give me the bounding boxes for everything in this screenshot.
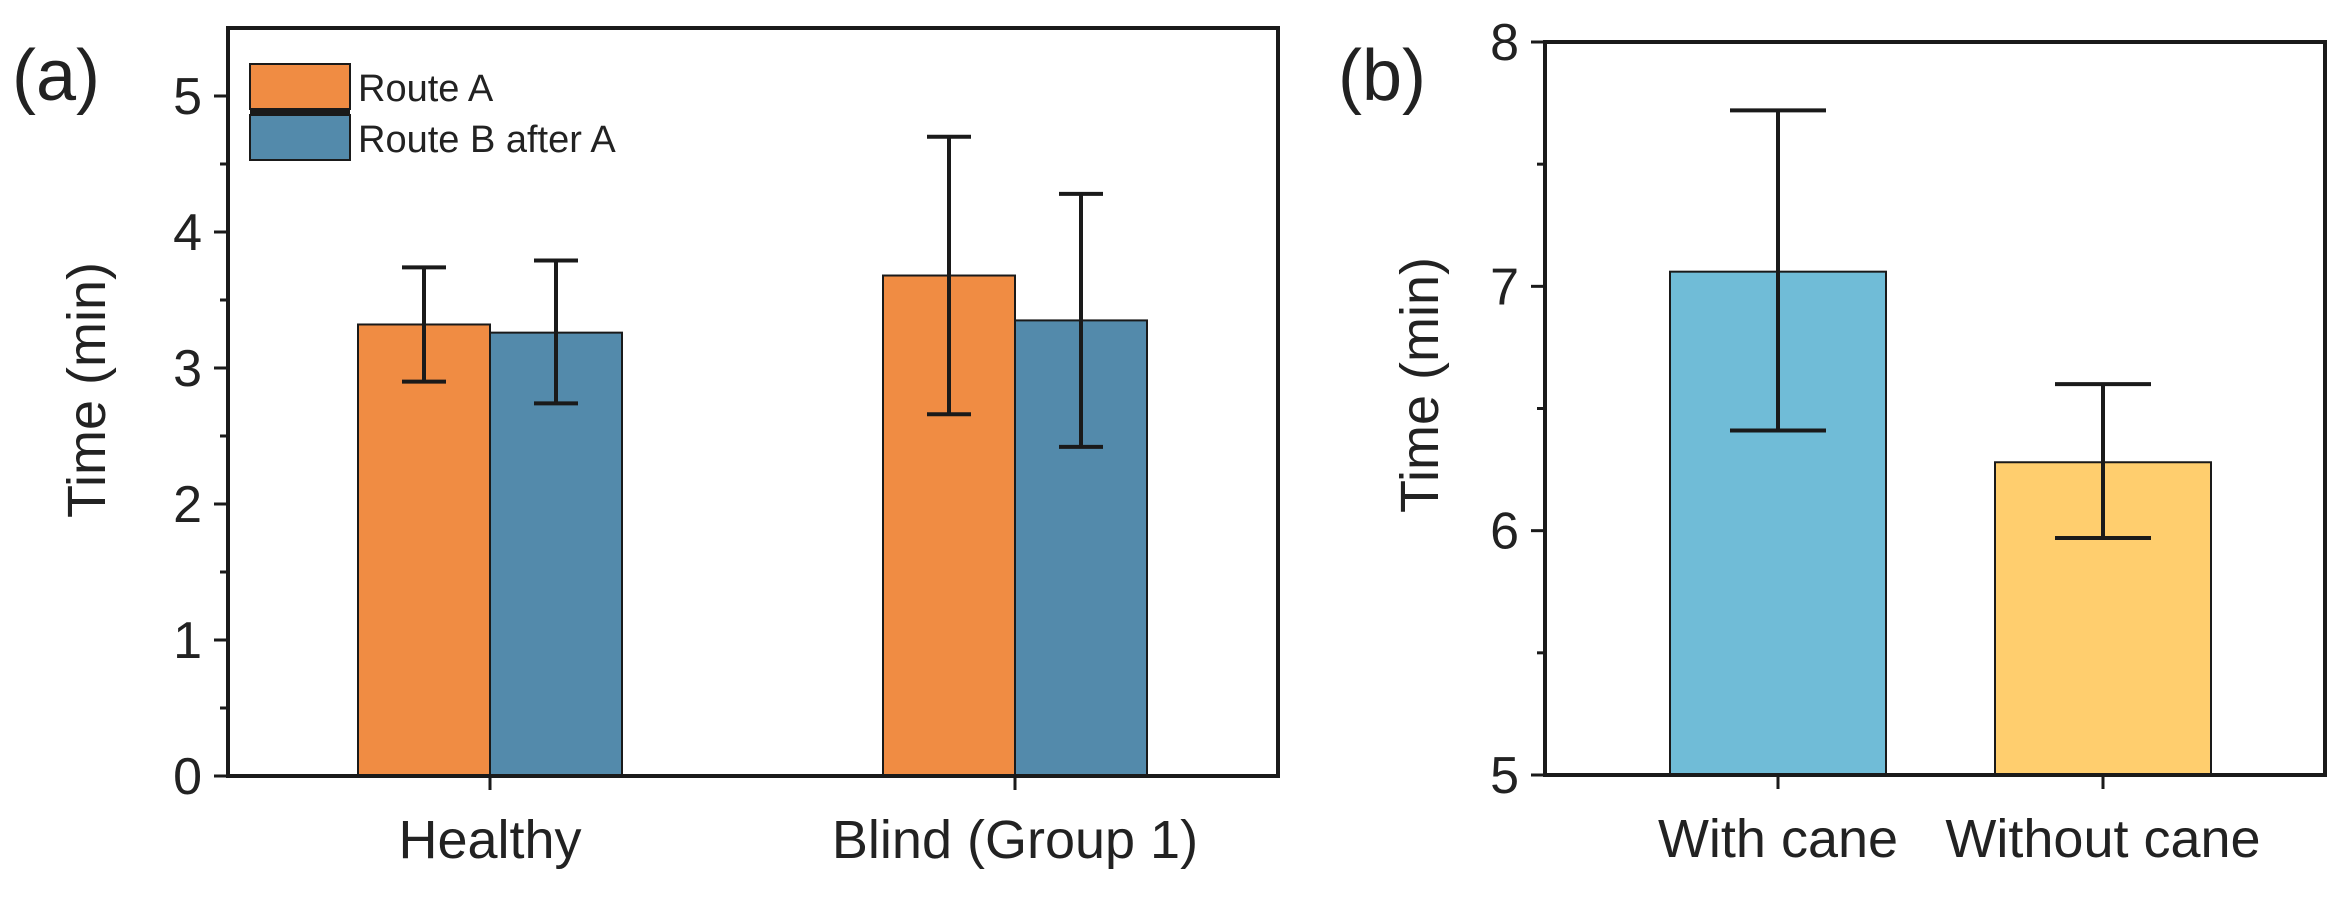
y-tick-label: 6: [1490, 503, 1519, 561]
panel-a-legend: Route A Route B after A: [249, 63, 616, 161]
panel-b: (b) Time (min) 5 6 7 8 With cane Without can…: [1338, 14, 2327, 869]
panel-b-label: (b): [1338, 36, 1426, 116]
panel-a-frame: [226, 26, 1280, 778]
error-bar-route-a-blind: [927, 134, 971, 417]
x-tick-label: Without cane: [1945, 809, 2260, 869]
panel-a-y-axis-label: Time (min): [57, 262, 117, 518]
bar-route-b-healthy: [489, 331, 623, 777]
x-tick-label: Blind (Group 1): [832, 810, 1198, 870]
y-tick-label: 8: [1490, 14, 1519, 72]
legend-swatch-route-b: [249, 114, 351, 161]
panel-b-bars: [1669, 270, 2212, 776]
error-bar-route-b-blind: [1059, 191, 1103, 449]
panel-b-frame: [1543, 40, 2327, 777]
panel-b-y-ticks: 5 6 7 8: [1490, 14, 1545, 805]
panel-a-label: (a): [12, 36, 100, 116]
y-tick-label: 7: [1490, 258, 1519, 316]
panel-b-y-axis-label: Time (min): [1390, 257, 1450, 513]
y-tick-label: 5: [173, 68, 202, 126]
error-bar-route-b-healthy: [534, 258, 578, 406]
panel-a-error-bars: [402, 134, 1103, 449]
bar-route-a-healthy: [357, 323, 491, 777]
legend-label-route-b: Route B after A: [358, 119, 616, 161]
error-bar-with-cane: [1730, 108, 1826, 433]
y-tick-label: 1: [173, 612, 202, 670]
x-tick-label: Healthy: [398, 810, 581, 870]
error-bar-route-a-healthy: [402, 265, 446, 384]
y-tick-label: 4: [173, 204, 202, 262]
error-bar-without-cane: [2055, 382, 2151, 540]
y-tick-label: 0: [173, 748, 202, 806]
panel-b-error-bars: [1730, 108, 2151, 540]
panel-b-x-ticks: With cane Without cane: [1658, 775, 2261, 869]
panel-a-bars: [357, 274, 1148, 777]
legend-label-route-a: Route A: [358, 68, 494, 110]
y-tick-label: 3: [173, 340, 202, 398]
panel-a: (a) Time (min) 0 1 2 3 4 5 Healthy Blind (Grou…: [12, 26, 1280, 870]
legend-swatch-route-a: [249, 63, 351, 110]
panel-a-x-ticks: Healthy Blind (Group 1): [398, 776, 1198, 870]
x-tick-label: With cane: [1658, 809, 1898, 869]
panel-a-y-ticks: 0 1 2 3 4 5: [173, 68, 228, 806]
y-tick-label: 5: [1490, 747, 1519, 805]
y-tick-label: 2: [173, 476, 202, 534]
